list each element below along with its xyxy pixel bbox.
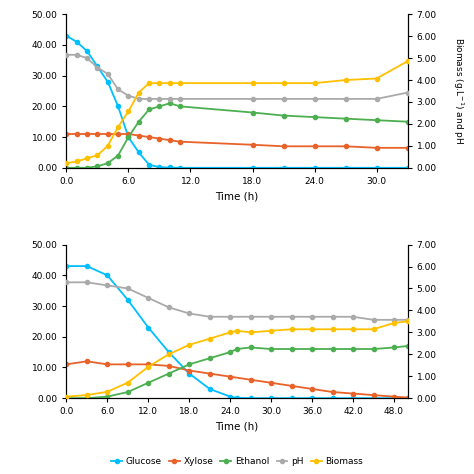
Legend: Glucose, Xylose, Ethanol, pH, Biomass: Glucose, Xylose, Ethanol, pH, Biomass [108,453,366,469]
X-axis label: Time (h): Time (h) [215,422,259,432]
Y-axis label: Biomass (g.L$^{-1}$) and pH: Biomass (g.L$^{-1}$) and pH [451,37,465,145]
X-axis label: Time (h): Time (h) [215,191,259,201]
